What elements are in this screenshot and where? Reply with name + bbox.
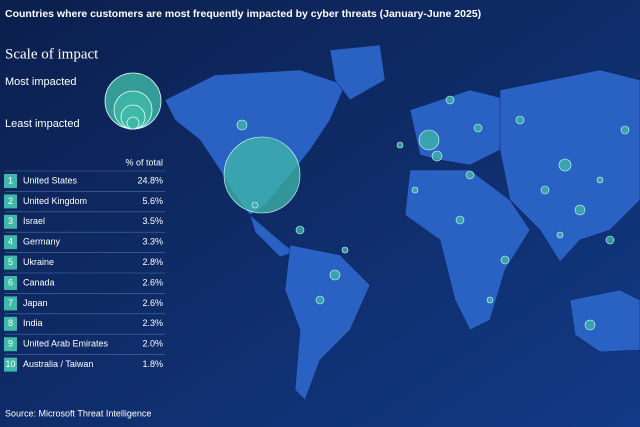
rank-box — [4, 194, 17, 209]
rank: 8 — [8, 318, 13, 328]
share: 3.5% — [142, 216, 163, 226]
impact-bubble — [431, 150, 443, 162]
south-america — [284, 244, 371, 401]
rank-box — [4, 337, 17, 352]
country: India — [23, 318, 43, 328]
impact-bubble — [445, 95, 455, 105]
impact-bubble — [418, 129, 440, 151]
rank: 5 — [8, 257, 13, 267]
legend-title: Scale of impact — [5, 46, 99, 62]
country: United Kingdom — [23, 196, 87, 206]
impact-bubble — [223, 136, 301, 214]
share: 3.3% — [142, 237, 163, 247]
impact-bubble — [515, 115, 525, 125]
impact-bubble — [620, 125, 630, 135]
country: Israel — [23, 216, 45, 226]
legend-most: Most impacted — [5, 76, 77, 88]
impact-bubble — [556, 231, 564, 239]
rank: 3 — [8, 216, 13, 226]
rank-box — [4, 296, 17, 311]
impact-bubble — [558, 158, 572, 172]
impact-bubble — [341, 246, 349, 254]
source: Source: Microsoft Threat Intelligence — [5, 408, 151, 418]
impact-bubble — [584, 319, 596, 331]
rank-box — [4, 276, 17, 290]
share: 2.6% — [142, 298, 163, 308]
impact-bubble — [396, 141, 404, 149]
rank-box — [4, 316, 17, 331]
impact-bubble — [486, 296, 494, 304]
rank: 4 — [8, 237, 13, 247]
impact-bubble — [411, 186, 419, 194]
share: 5.6% — [142, 196, 163, 206]
rank: 2 — [8, 196, 13, 206]
share: 1.8% — [142, 359, 163, 369]
rank: 6 — [8, 277, 13, 287]
rank-box — [4, 214, 17, 229]
rank-box — [4, 174, 17, 188]
share: 24.8% — [137, 175, 163, 185]
africa — [404, 169, 531, 331]
australia — [569, 289, 640, 353]
ranking-table: 1 United States 24.8%2 United Kingdom 5.6%3 I… — [4, 170, 165, 372]
rank-box — [4, 255, 17, 270]
impact-bubble — [236, 119, 248, 131]
rank: 7 — [8, 298, 13, 308]
greenland — [329, 44, 386, 101]
impact-bubble — [500, 255, 510, 265]
impact-bubble — [315, 295, 325, 305]
share: 2.6% — [142, 277, 163, 287]
impact-bubble — [574, 204, 586, 216]
impact-bubbles — [223, 95, 630, 331]
table-header: % of total — [125, 157, 163, 167]
rank: 1 — [8, 175, 13, 185]
country: United Arab Emirates — [23, 339, 109, 349]
impact-bubble — [473, 123, 483, 133]
impact-bubble — [295, 225, 305, 235]
rank-box — [4, 235, 17, 250]
impact-bubble — [605, 235, 615, 245]
impact-bubble — [465, 170, 475, 180]
scale-circle — [126, 116, 140, 130]
country: Ukraine — [23, 257, 54, 267]
impact-bubble — [251, 201, 259, 209]
rank: 9 — [8, 339, 13, 349]
legend-least: Least impacted — [5, 118, 80, 130]
rank: 10 — [5, 359, 15, 369]
central-america — [249, 214, 296, 258]
scale-legend — [104, 72, 162, 130]
country: United States — [23, 175, 78, 185]
title: Countries where customers are most frequ… — [5, 8, 481, 20]
share: 2.8% — [142, 257, 163, 267]
country: Australia / Taiwan — [23, 359, 93, 369]
impact-bubble — [540, 185, 550, 195]
share: 2.3% — [142, 318, 163, 328]
rank-box — [4, 357, 17, 372]
country: Japan — [23, 298, 48, 308]
country: Canada — [23, 277, 55, 287]
share: 2.0% — [142, 339, 163, 349]
impact-bubble — [329, 269, 341, 281]
impact-bubble — [455, 215, 465, 225]
country: Germany — [23, 237, 61, 247]
impact-bubble — [596, 176, 604, 184]
